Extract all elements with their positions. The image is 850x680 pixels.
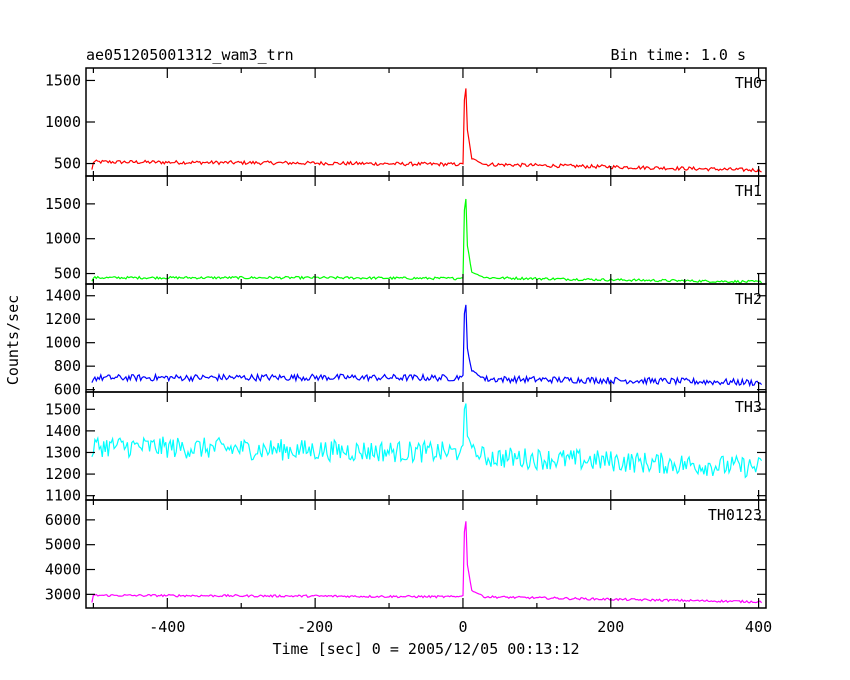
y-tick-label: 1000 — [45, 113, 81, 131]
panel-th3: 1100 1200 1300 1400 1500 TH3 — [45, 391, 767, 505]
y-tick-label: 1200 — [45, 465, 81, 483]
y-tick-label: 800 — [54, 357, 81, 375]
panel-label-th3: TH3 — [735, 398, 762, 416]
x-tick-label: -400 — [149, 618, 185, 636]
y-tick-label: 600 — [54, 381, 81, 399]
y-tick-label: 1500 — [45, 71, 81, 89]
y-tick-label: 500 — [54, 265, 81, 283]
y-tick-label: 1000 — [45, 334, 81, 352]
panels-group: 500 1000 1500 TH0 500 1000 1500 TH1 600 800 1000 12… — [45, 67, 772, 636]
panel-label-th0: TH0 — [735, 74, 762, 92]
y-tick-label: 1500 — [45, 195, 81, 213]
panel-th0123: 3000 4000 5000 6000 TH0123 — [45, 499, 767, 609]
x-tick-label: 400 — [745, 618, 772, 636]
y-axis-label: Counts/sec — [4, 295, 22, 385]
panel-label-th2: TH2 — [735, 290, 762, 308]
y-tick-label: 1200 — [45, 310, 81, 328]
y-tick-label: 1400 — [45, 287, 81, 305]
series-line-th0123 — [91, 521, 763, 604]
panel-label-th1: TH1 — [735, 182, 762, 200]
x-axis-label: Time [sec] 0 = 2005/12/05 00:13:12 — [272, 640, 579, 658]
y-tick-label: 6000 — [45, 511, 81, 529]
panel-label-th0123: TH0123 — [708, 506, 762, 524]
x-tick-label: 200 — [597, 618, 624, 636]
y-tick-label: 3000 — [45, 585, 81, 603]
panel-th1: 500 1000 1500 TH1 — [45, 175, 767, 285]
panel-frame — [85, 391, 767, 501]
y-tick-label: 1400 — [45, 422, 81, 440]
panel-frame — [85, 175, 767, 285]
series-line-th3 — [91, 403, 763, 479]
series-line-th1 — [91, 198, 763, 284]
x-tick-label: -200 — [297, 618, 333, 636]
y-tick-label: 5000 — [45, 536, 81, 554]
series-line-th0 — [91, 88, 762, 173]
panel-th0: 500 1000 1500 TH0 — [45, 67, 767, 177]
chart-title: ae051205001312_wam3_trn — [86, 46, 294, 64]
y-tick-label: 500 — [54, 155, 81, 173]
bin-time-label: Bin time: 1.0 s — [611, 46, 746, 64]
y-tick-label: 1100 — [45, 487, 81, 505]
panel-frame — [85, 499, 767, 609]
panel-frame — [85, 283, 767, 393]
series-line-th2 — [91, 304, 763, 388]
y-tick-label: 1500 — [45, 400, 81, 418]
panel-th2: 600 800 1000 1200 1400 TH2 — [45, 283, 767, 399]
y-tick-label: 1000 — [45, 230, 81, 248]
x-tick-label: 0 — [458, 618, 467, 636]
panel-frame — [85, 67, 767, 177]
y-tick-label: 1300 — [45, 443, 81, 461]
y-tick-label: 4000 — [45, 561, 81, 579]
